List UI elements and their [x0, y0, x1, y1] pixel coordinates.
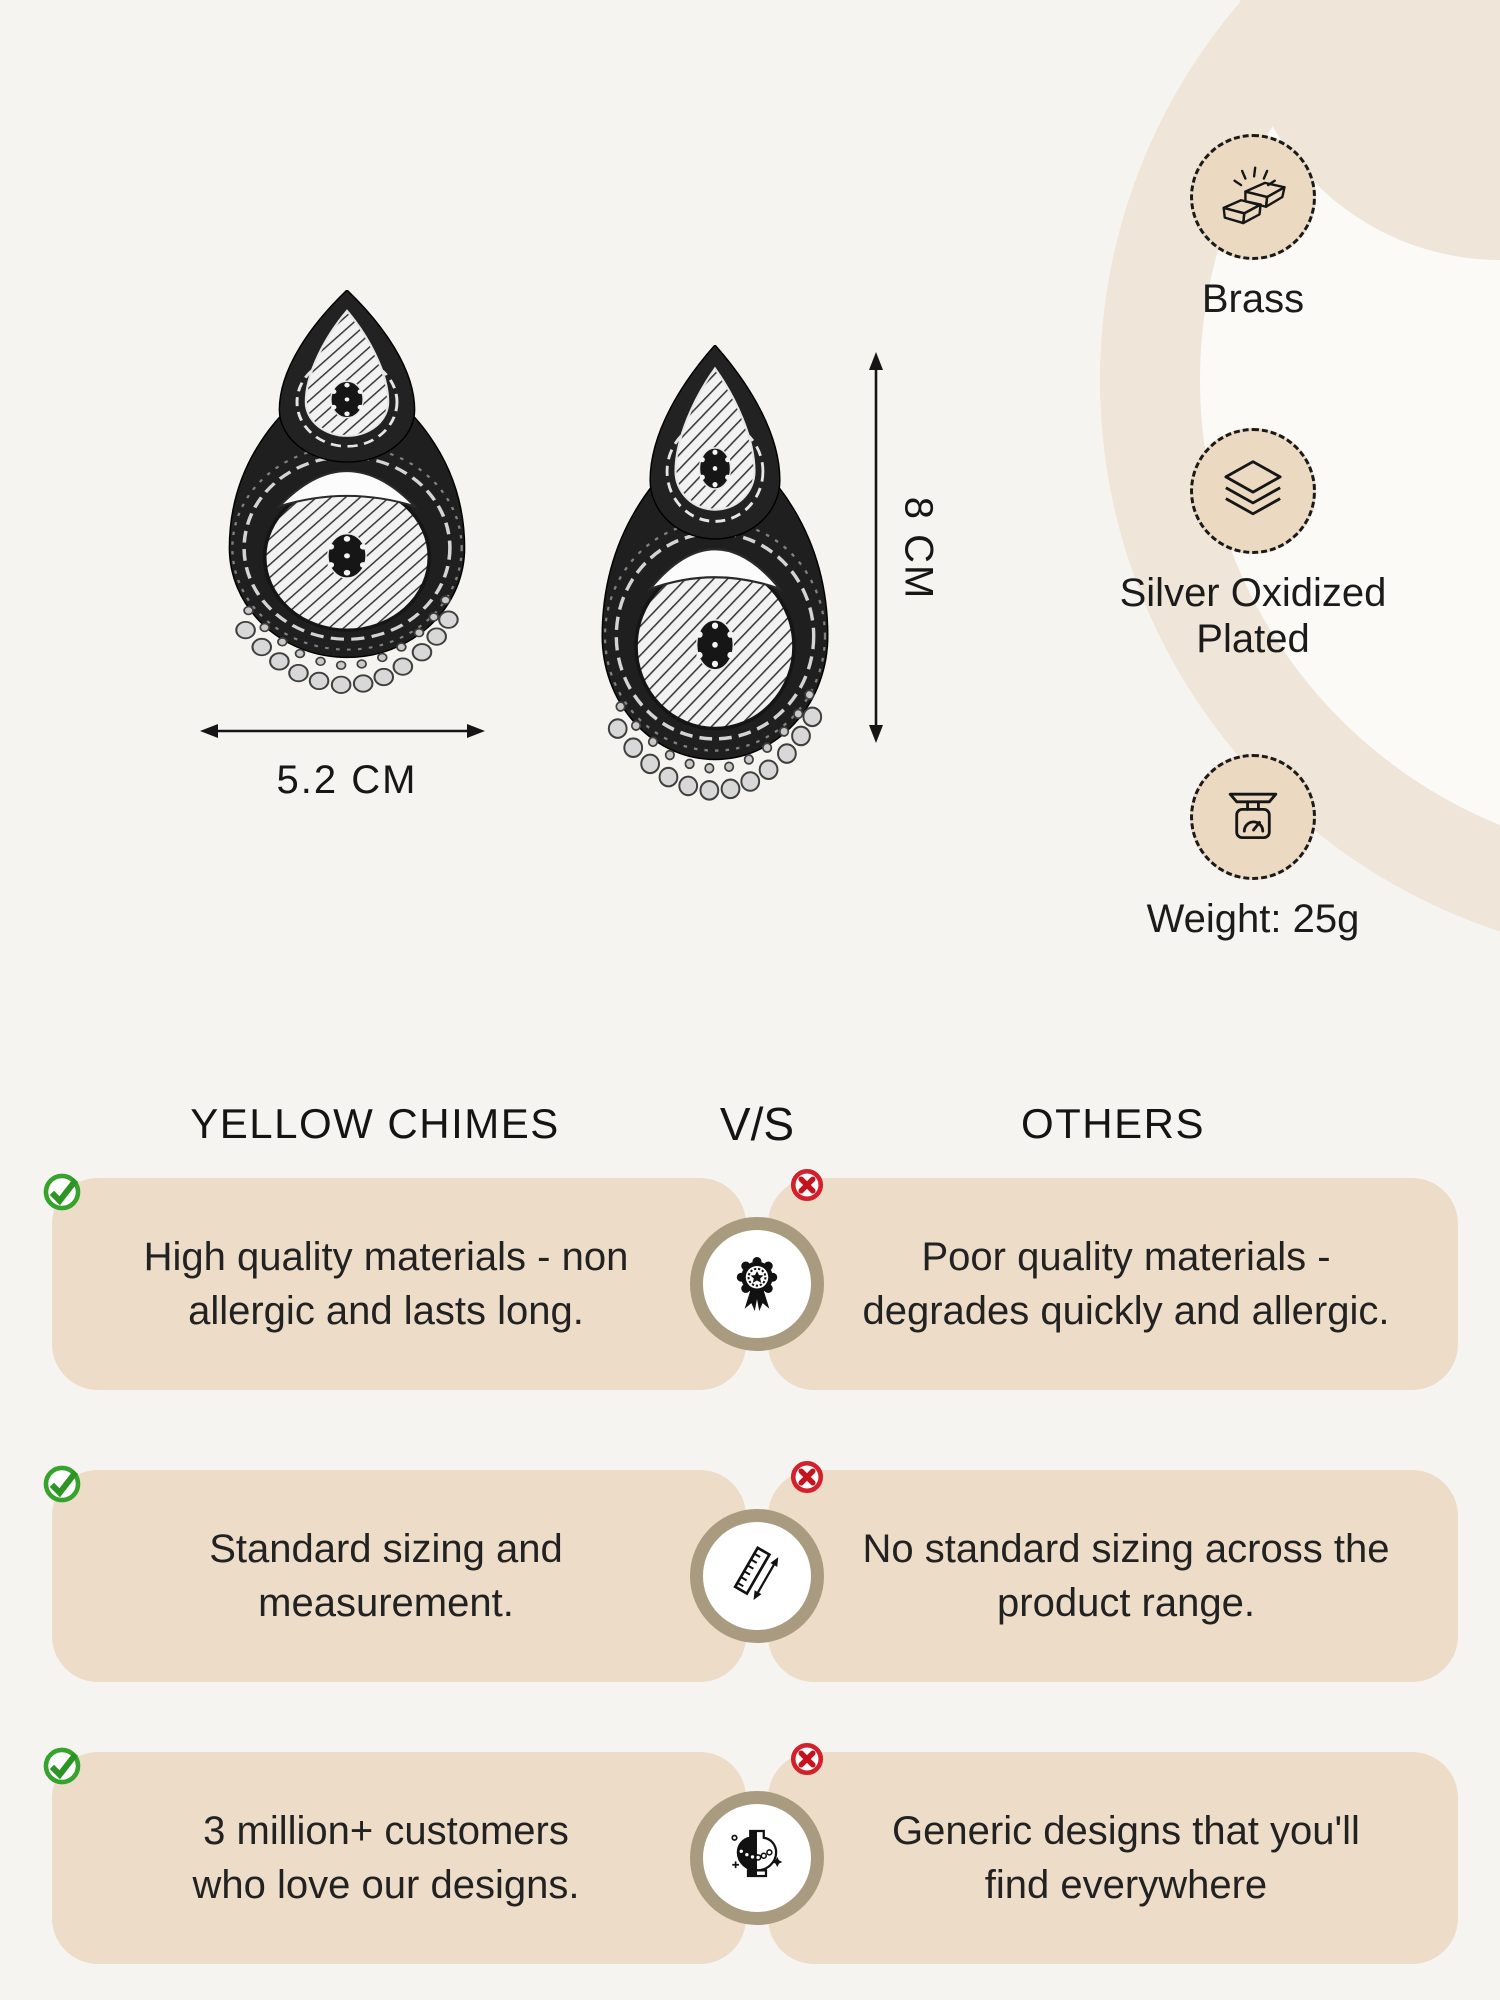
red-cross-icon [787, 1457, 827, 1497]
height-dimension-label: 8 CM [896, 496, 941, 601]
red-cross-icon [787, 1739, 827, 1779]
comparison-row-quality: High quality materials - non allergic an… [0, 1178, 1500, 1390]
medal-ribbon-icon [690, 1217, 824, 1351]
green-check-icon [40, 1170, 84, 1214]
comparison-row-sizing: Standard sizing and measurement. No stan… [0, 1470, 1500, 1682]
brand-claim-card: High quality materials - non allergic an… [52, 1178, 746, 1390]
red-cross-icon [787, 1165, 827, 1205]
brand-claim-card: Standard sizing and measurement. [52, 1470, 746, 1682]
weighing-scale-icon [1190, 754, 1316, 880]
gold-bars-icon [1190, 134, 1316, 260]
green-check-icon [40, 1744, 84, 1788]
comparison-header-brand: YELLOW CHIMES [190, 1100, 560, 1147]
feature-material-label: Brass [1201, 277, 1305, 321]
measuring-ruler-icon [690, 1509, 824, 1643]
others-claim-card: Generic designs that you'll find everywh… [768, 1752, 1458, 1964]
jewelry-design-icon [690, 1791, 824, 1925]
green-check-icon [40, 1462, 84, 1506]
layers-icon [1190, 428, 1316, 554]
comparison-header-others: OTHERS [1020, 1100, 1205, 1147]
feature-material: Brass [1043, 134, 1463, 322]
feature-plating-label: Silver Oxidized Plated [1119, 571, 1387, 661]
feature-weight: Weight: 25g [1043, 754, 1463, 942]
others-claim-card: No standard sizing across the product ra… [768, 1470, 1458, 1682]
feature-weight-label: Weight: 25g [1146, 897, 1360, 941]
others-claim-card: Poor quality materials - degrades quickl… [768, 1178, 1458, 1390]
comparison-row-designs: 3 million+ customers who love our design… [0, 1752, 1500, 1964]
dimension-arrows [200, 352, 883, 743]
brand-claim-card: 3 million+ customers who love our design… [52, 1752, 746, 1964]
comparison-header-vs: V/S [719, 1098, 795, 1150]
feature-plating: Silver Oxidized Plated [1043, 428, 1463, 662]
width-dimension-label: 5.2 CM [276, 758, 418, 802]
